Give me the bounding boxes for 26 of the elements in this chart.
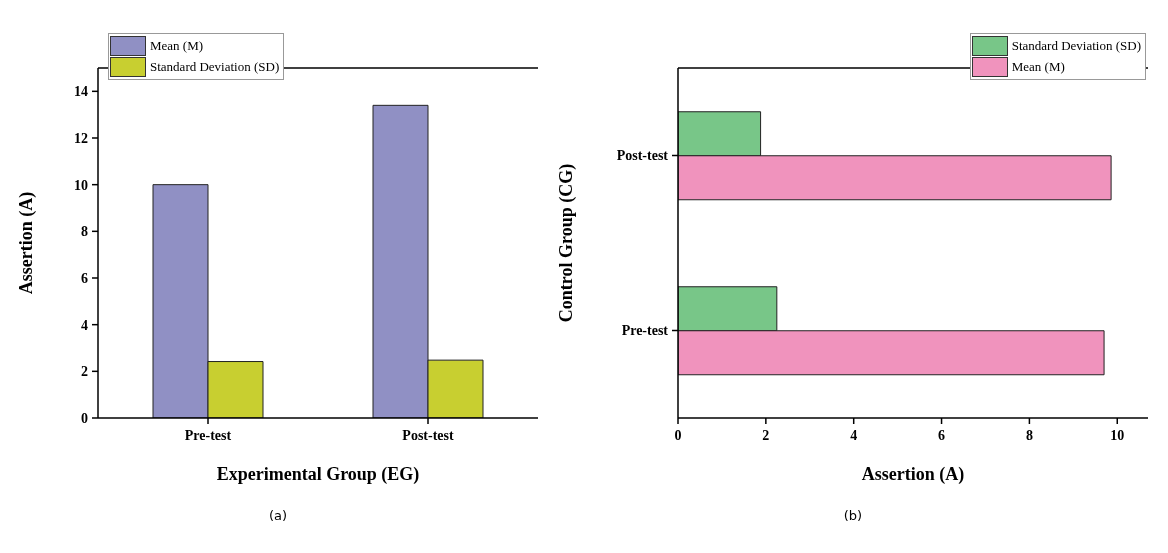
- x-tick-label: 6: [938, 427, 946, 443]
- x-axis-title: Experimental Group (EG): [216, 464, 420, 485]
- y-tick-label: 2: [81, 364, 88, 380]
- legend-label: Standard Deviation (SD): [1011, 38, 1141, 54]
- y-tick-label: 0: [81, 410, 88, 426]
- y-axis-title: Control Group (CG): [556, 163, 578, 323]
- x-tick-label: Pre-test: [184, 427, 232, 443]
- x-tick-label: 0: [674, 427, 682, 443]
- y-tick-label: 12: [74, 130, 88, 146]
- y-tick-label: 8: [81, 224, 88, 240]
- legend-label: Mean (M): [150, 38, 204, 54]
- x-tick-label: 10: [1110, 427, 1125, 443]
- y-tick-label: 10: [74, 177, 88, 193]
- legend-label: Standard Deviation (SD): [150, 59, 280, 75]
- y-axis-title: Assertion (A): [16, 191, 38, 295]
- y-tick-label: 14: [74, 84, 88, 100]
- x-tick-label: Post-test: [402, 427, 454, 443]
- legend-label: Mean (M): [1011, 59, 1065, 75]
- y-tick-label: 4: [81, 317, 88, 333]
- text: (b): [842, 508, 864, 523]
- x-tick-label: 2: [762, 427, 770, 443]
- x-axis-title: Assertion (A): [861, 464, 965, 485]
- x-tick-label: 8: [1025, 427, 1033, 443]
- x-tick-label: 4: [850, 427, 858, 443]
- text: (a): [267, 508, 289, 523]
- y-tick-label: 6: [81, 270, 88, 286]
